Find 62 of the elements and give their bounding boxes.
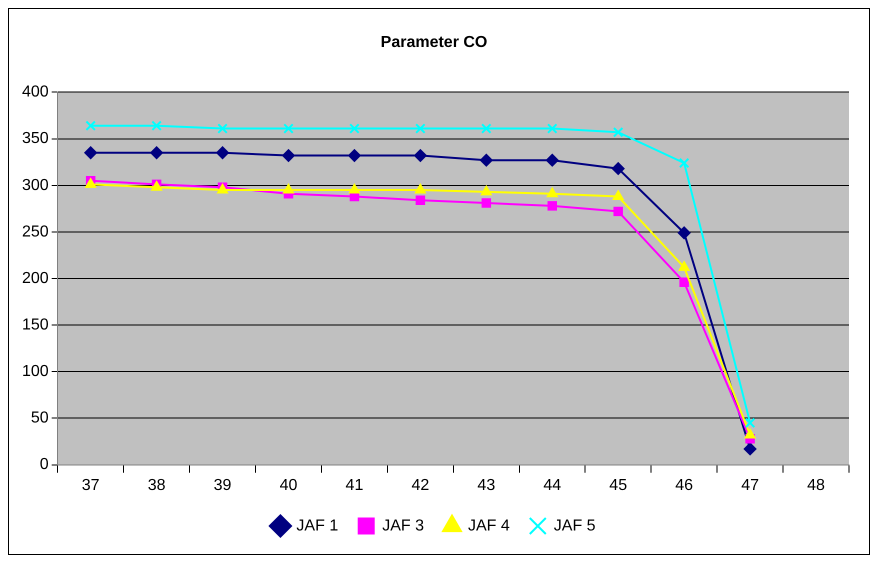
point (151, 120, 162, 131)
y-tick-label: 200 (22, 270, 49, 287)
point (150, 146, 164, 160)
point (612, 190, 624, 200)
legend-label: JAF 5 (554, 517, 596, 534)
point (84, 178, 96, 188)
point (744, 428, 756, 438)
point (679, 277, 689, 287)
point (216, 146, 230, 160)
point (744, 442, 757, 456)
y-tick-label: 50 (30, 410, 49, 427)
point (349, 123, 360, 134)
x-tick-label: 37 (82, 476, 100, 494)
point (612, 162, 625, 176)
point (85, 120, 96, 131)
point (482, 198, 492, 208)
legend-label: JAF 3 (382, 517, 424, 534)
point (84, 146, 98, 160)
point (415, 123, 426, 134)
point (480, 154, 493, 167)
point (546, 187, 558, 198)
point (613, 206, 623, 216)
chart-title: Parameter CO (380, 34, 488, 52)
x-tick-label: 44 (543, 476, 562, 494)
point (678, 260, 690, 271)
x-tick-label: 40 (280, 476, 298, 494)
point (416, 196, 426, 205)
x-tick-label: 48 (807, 476, 826, 494)
point (414, 149, 427, 162)
y-tick-label: 150 (22, 316, 49, 334)
x-tick-label: 38 (148, 476, 166, 494)
y-tick-label: 0 (40, 456, 49, 474)
x-tick-label: 41 (346, 476, 364, 494)
point (547, 123, 558, 134)
point (282, 184, 294, 194)
legend-label: JAF 1 (296, 517, 338, 534)
point (678, 226, 691, 240)
legend-label: JAF 4 (468, 517, 510, 534)
point (612, 127, 624, 138)
x-tick-label: 47 (741, 476, 760, 494)
x-tick-label: 39 (214, 476, 232, 494)
x-tick-label: 42 (411, 476, 430, 494)
point (283, 123, 294, 134)
y-tick-label: 400 (22, 84, 49, 101)
x-tick-label: 45 (609, 476, 628, 494)
x-tick-label: 46 (675, 476, 694, 494)
point (481, 123, 492, 134)
point (744, 418, 756, 428)
x-tick-label: 43 (477, 476, 496, 494)
point (546, 154, 559, 167)
y-tick-label: 250 (22, 223, 49, 240)
point (414, 184, 426, 194)
y-tick-label: 100 (22, 363, 49, 380)
y-tick-label: 300 (22, 176, 49, 194)
point (348, 149, 361, 162)
y-tick-label: 350 (22, 130, 49, 148)
point (548, 201, 558, 211)
point (348, 184, 360, 194)
point (678, 158, 690, 168)
point (480, 185, 492, 196)
point (282, 149, 295, 162)
point (217, 123, 228, 134)
